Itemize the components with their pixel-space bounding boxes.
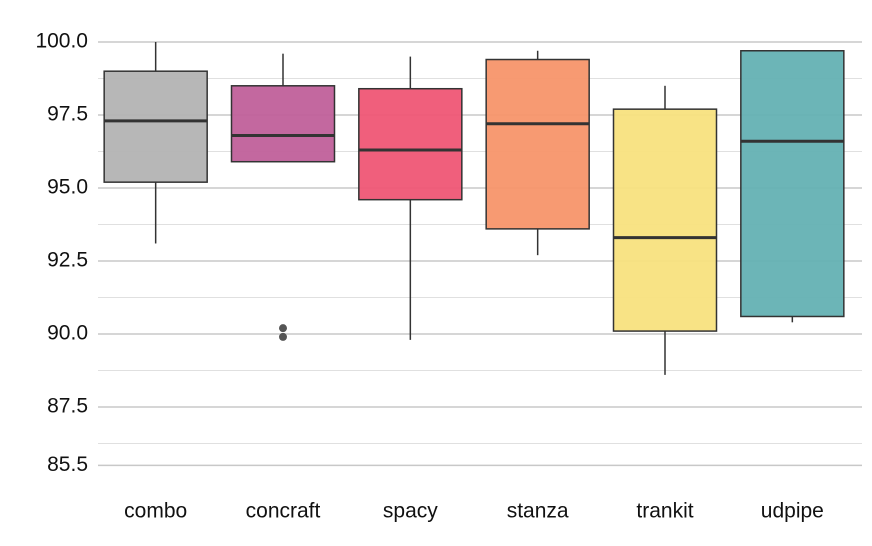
y-tick-label: 92.5 [47, 249, 88, 272]
box [485, 58, 590, 230]
y-tick-label: 95.0 [47, 176, 88, 199]
y-tick-label: 87.5 [47, 395, 88, 418]
y-tick-label: 100.0 [35, 30, 88, 53]
y-tick-label: 85.5 [47, 453, 88, 476]
outlier [279, 324, 287, 333]
box [230, 85, 336, 163]
outlier [279, 332, 287, 341]
box [358, 87, 463, 201]
x-tick-label: trankit [636, 500, 693, 523]
x-tick-label: spacy [383, 500, 438, 523]
x-tick-label: stanza [507, 500, 569, 523]
x-tick-label: udpipe [761, 500, 824, 523]
y-tick-label: 90.0 [47, 322, 88, 345]
box [740, 50, 845, 318]
box [612, 108, 718, 332]
y-tick-label: 97.5 [47, 103, 88, 126]
x-tick-label: combo [124, 500, 187, 523]
x-tick-label: concraft [246, 500, 321, 523]
box [103, 70, 208, 183]
